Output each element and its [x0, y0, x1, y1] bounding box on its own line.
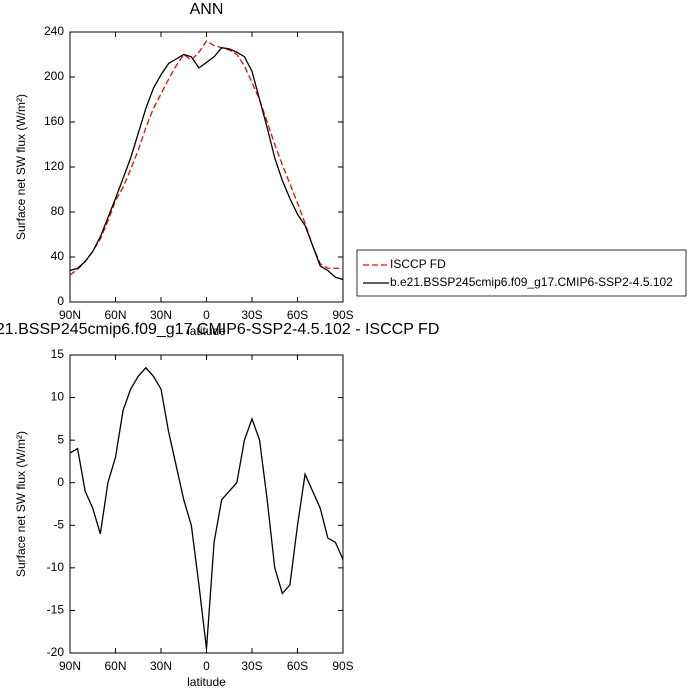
legend-label: ISCCP FD: [390, 257, 446, 271]
legend-box: [356, 249, 687, 297]
x-tick-label: 60S: [287, 659, 308, 673]
data-line: [69, 47, 344, 281]
y-axis-label: Surface net SW flux (W/m²): [14, 431, 28, 577]
x-axis-label: latitude: [187, 324, 226, 338]
y-tick-label: 40: [51, 249, 65, 263]
y-tick-label: 120: [44, 159, 64, 173]
chart-title: ANN: [190, 1, 224, 18]
y-tick-label: 0: [57, 294, 64, 308]
chart-title: b.e21.BSSP245cmip6.f09_g17.CMIP6-SSP2-4.…: [0, 321, 439, 338]
y-tick-label: 15: [51, 347, 65, 361]
plot-frame: [69, 31, 344, 303]
x-tick-label: 30N: [150, 308, 172, 322]
x-tick-label: 60N: [104, 308, 126, 322]
y-axis-label: Surface net SW flux (W/m²): [14, 94, 28, 240]
x-tick-label: 60S: [287, 308, 308, 322]
y-tick-label: 5: [57, 432, 64, 446]
x-tick-label: 90N: [59, 659, 81, 673]
x-tick-label: 90S: [332, 308, 353, 322]
y-tick-label: -10: [47, 560, 65, 574]
y-tick-label: 0: [57, 475, 64, 489]
x-tick-label: 0: [203, 308, 210, 322]
x-tick-label: 60N: [104, 659, 126, 673]
y-tick-label: 200: [44, 69, 64, 83]
x-tick-label: 30N: [150, 659, 172, 673]
x-tick-label: 30S: [241, 659, 262, 673]
plot-frame: [69, 354, 344, 654]
x-tick-label: 90S: [332, 659, 353, 673]
x-tick-label: 0: [203, 659, 210, 673]
x-tick-label: 90N: [59, 308, 81, 322]
y-tick-label: -20: [47, 645, 65, 659]
y-tick-label: 240: [44, 24, 64, 38]
data-line: [69, 366, 344, 649]
data-line: [69, 40, 343, 276]
y-tick-label: 160: [44, 114, 64, 128]
x-tick-label: 30S: [241, 308, 262, 322]
y-tick-label: -5: [53, 517, 64, 531]
x-axis-label: latitude: [187, 675, 226, 689]
y-tick-label: -15: [47, 603, 65, 617]
legend-label: b.e21.BSSP245cmip6.f09_g17.CMIP6-SSP2-4.…: [390, 275, 673, 289]
y-tick-label: 80: [51, 204, 65, 218]
y-tick-label: 10: [51, 390, 65, 404]
